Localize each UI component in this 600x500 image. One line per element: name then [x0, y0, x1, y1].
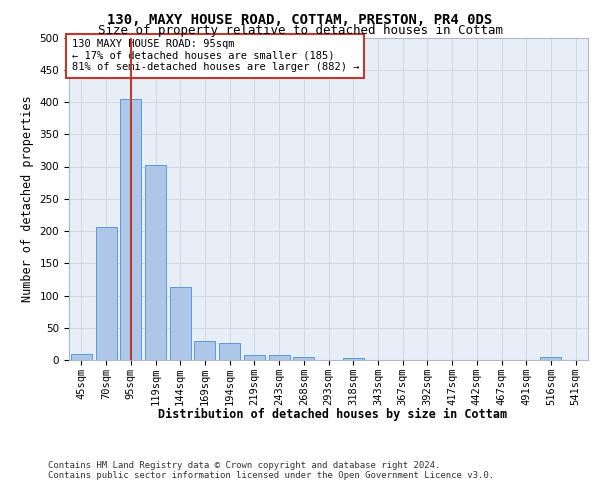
Text: Distribution of detached houses by size in Cottam: Distribution of detached houses by size …	[158, 408, 508, 420]
Bar	[120, 99, 141, 360]
Text: Contains HM Land Registry data © Crown copyright and database right 2024.
Contai: Contains HM Land Registry data © Crown c…	[48, 460, 494, 480]
Bar	[145, 164, 166, 360]
Text: 130, MAXY HOUSE ROAD, COTTAM, PRESTON, PR4 0DS: 130, MAXY HOUSE ROAD, COTTAM, PRESTON, P…	[107, 12, 493, 26]
Text: Size of property relative to detached houses in Cottam: Size of property relative to detached ho…	[97, 24, 503, 37]
Bar	[541, 357, 562, 360]
Bar	[170, 287, 191, 360]
Bar	[71, 354, 92, 360]
Bar	[244, 355, 265, 360]
Bar	[293, 357, 314, 360]
Bar	[95, 227, 116, 360]
Bar	[269, 356, 290, 360]
Bar	[194, 340, 215, 360]
Y-axis label: Number of detached properties: Number of detached properties	[21, 96, 34, 302]
Bar	[343, 358, 364, 360]
Bar	[219, 342, 240, 360]
Text: 130 MAXY HOUSE ROAD: 95sqm
← 17% of detached houses are smaller (185)
81% of sem: 130 MAXY HOUSE ROAD: 95sqm ← 17% of deta…	[71, 39, 359, 72]
